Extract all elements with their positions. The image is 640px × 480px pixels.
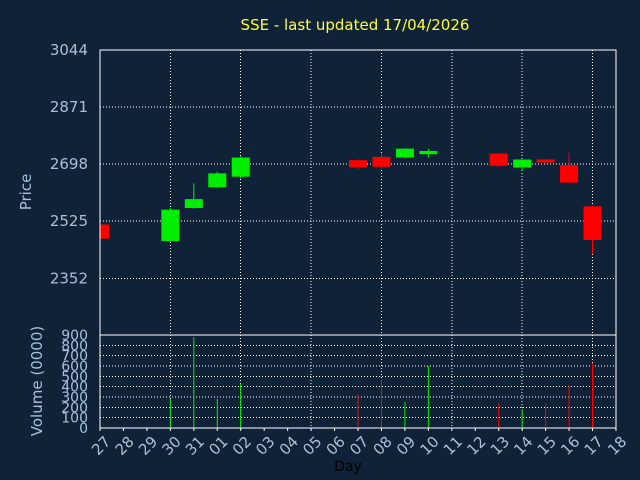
chart-title: SSE - last updated 17/04/2026 — [241, 16, 470, 34]
volume-bars — [169, 337, 594, 428]
candle-body — [372, 156, 391, 167]
candle-body — [161, 209, 180, 241]
price-axis-label: Price — [17, 174, 35, 211]
price-panel-frame — [99, 49, 617, 336]
x-tick-label: 10 — [416, 433, 442, 459]
candle-body — [489, 153, 508, 166]
candle-body — [208, 173, 227, 188]
volume-tick-label: 500 — [61, 369, 88, 385]
x-tick-label: 05 — [299, 433, 325, 459]
x-tick-label: 14 — [510, 433, 536, 459]
volume-tick-label: 800 — [61, 338, 88, 354]
candle-body — [395, 148, 414, 158]
candle-body — [349, 160, 367, 168]
candle-body — [419, 150, 438, 155]
x-tick-label: 11 — [440, 433, 466, 459]
x-tick-label: 30 — [158, 433, 184, 459]
volume-tick-label: 300 — [61, 390, 88, 406]
volume-tick-label: 200 — [61, 400, 88, 416]
price-tick-label: 2698 — [50, 155, 88, 173]
x-tick-label: 02 — [229, 433, 255, 459]
x-tick-label: 16 — [557, 433, 583, 459]
volume-panel-frame — [99, 334, 617, 429]
x-tick-label: 03 — [252, 433, 278, 459]
volume-tick-label: 900 — [61, 328, 88, 344]
x-tick-label: 28 — [112, 433, 138, 459]
candle-body — [536, 159, 555, 163]
volume-tick-label: 0 — [79, 421, 88, 437]
volume-tick-label: 600 — [61, 359, 88, 375]
x-ticks: 2728293031010203040506070809101112131415… — [88, 428, 630, 459]
price-tick-label: 2352 — [50, 269, 88, 287]
volume-tick-label: 700 — [61, 349, 88, 365]
volume-tick-label: 400 — [61, 380, 88, 396]
x-tick-label: 15 — [534, 433, 560, 459]
volume-grid — [100, 335, 616, 428]
x-axis-label: Day — [334, 459, 362, 475]
candle-body — [513, 159, 532, 168]
x-tick-label: 07 — [346, 433, 372, 459]
volume-axis-label: Volume (0000) — [28, 326, 46, 436]
x-tick-label: 27 — [88, 433, 114, 459]
x-tick-label: 04 — [276, 433, 302, 459]
price-grid — [100, 50, 616, 335]
price-tick-label: 2871 — [50, 98, 88, 116]
candles — [99, 148, 602, 255]
x-tick-label: 31 — [182, 433, 208, 459]
x-tick-label: 17 — [581, 433, 607, 459]
candle-body — [583, 206, 602, 240]
price-y-ticks: 3044 2871 2698 2525 2352 — [50, 41, 88, 287]
volume-tick-label: 100 — [61, 411, 88, 427]
x-tick-label: 09 — [393, 433, 419, 459]
x-tick-label: 12 — [463, 433, 489, 459]
candle-body — [560, 165, 579, 183]
plot-frames — [99, 49, 617, 429]
x-tick-label: 13 — [487, 433, 513, 459]
x-tick-label: 18 — [604, 433, 630, 459]
x-tick-label: 08 — [370, 433, 396, 459]
price-tick-label: 2525 — [50, 212, 88, 230]
x-tick-label: 01 — [205, 433, 231, 459]
candle-body — [231, 157, 250, 177]
x-tick-label: 06 — [323, 433, 349, 459]
price-tick-label: 3044 — [50, 41, 88, 59]
x-tick-label: 29 — [135, 433, 161, 459]
candle-body — [184, 199, 203, 209]
candle-body — [100, 224, 109, 239]
